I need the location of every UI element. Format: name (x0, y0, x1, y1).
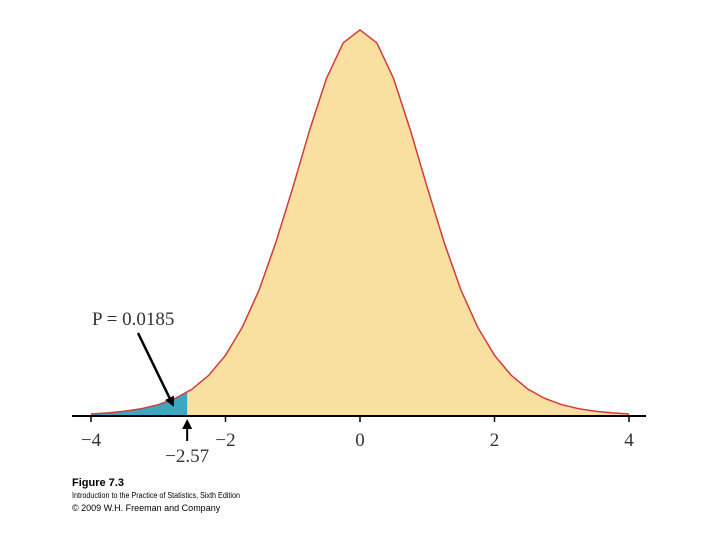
density-area (91, 29, 629, 417)
p-annotation: P = 0.0185 (92, 309, 174, 330)
x-tick-label: −2 (215, 430, 235, 451)
book-title: Introduction to the Practice of Statisti… (72, 491, 240, 500)
x-tick-label: 0 (355, 430, 365, 451)
figure-label: Figure 7.3 (72, 477, 124, 489)
x-tick-label: −4 (81, 430, 102, 451)
copyright: © 2009 W.H. Freeman and Company (72, 503, 221, 513)
cutoff-label: −2.57 (165, 446, 209, 467)
x-tick-label: 2 (490, 430, 500, 451)
density-curve (90, 28, 630, 415)
x-tick-label: 4 (624, 430, 634, 451)
annotation-arrow (136, 332, 175, 407)
shaded-tail (91, 391, 188, 416)
